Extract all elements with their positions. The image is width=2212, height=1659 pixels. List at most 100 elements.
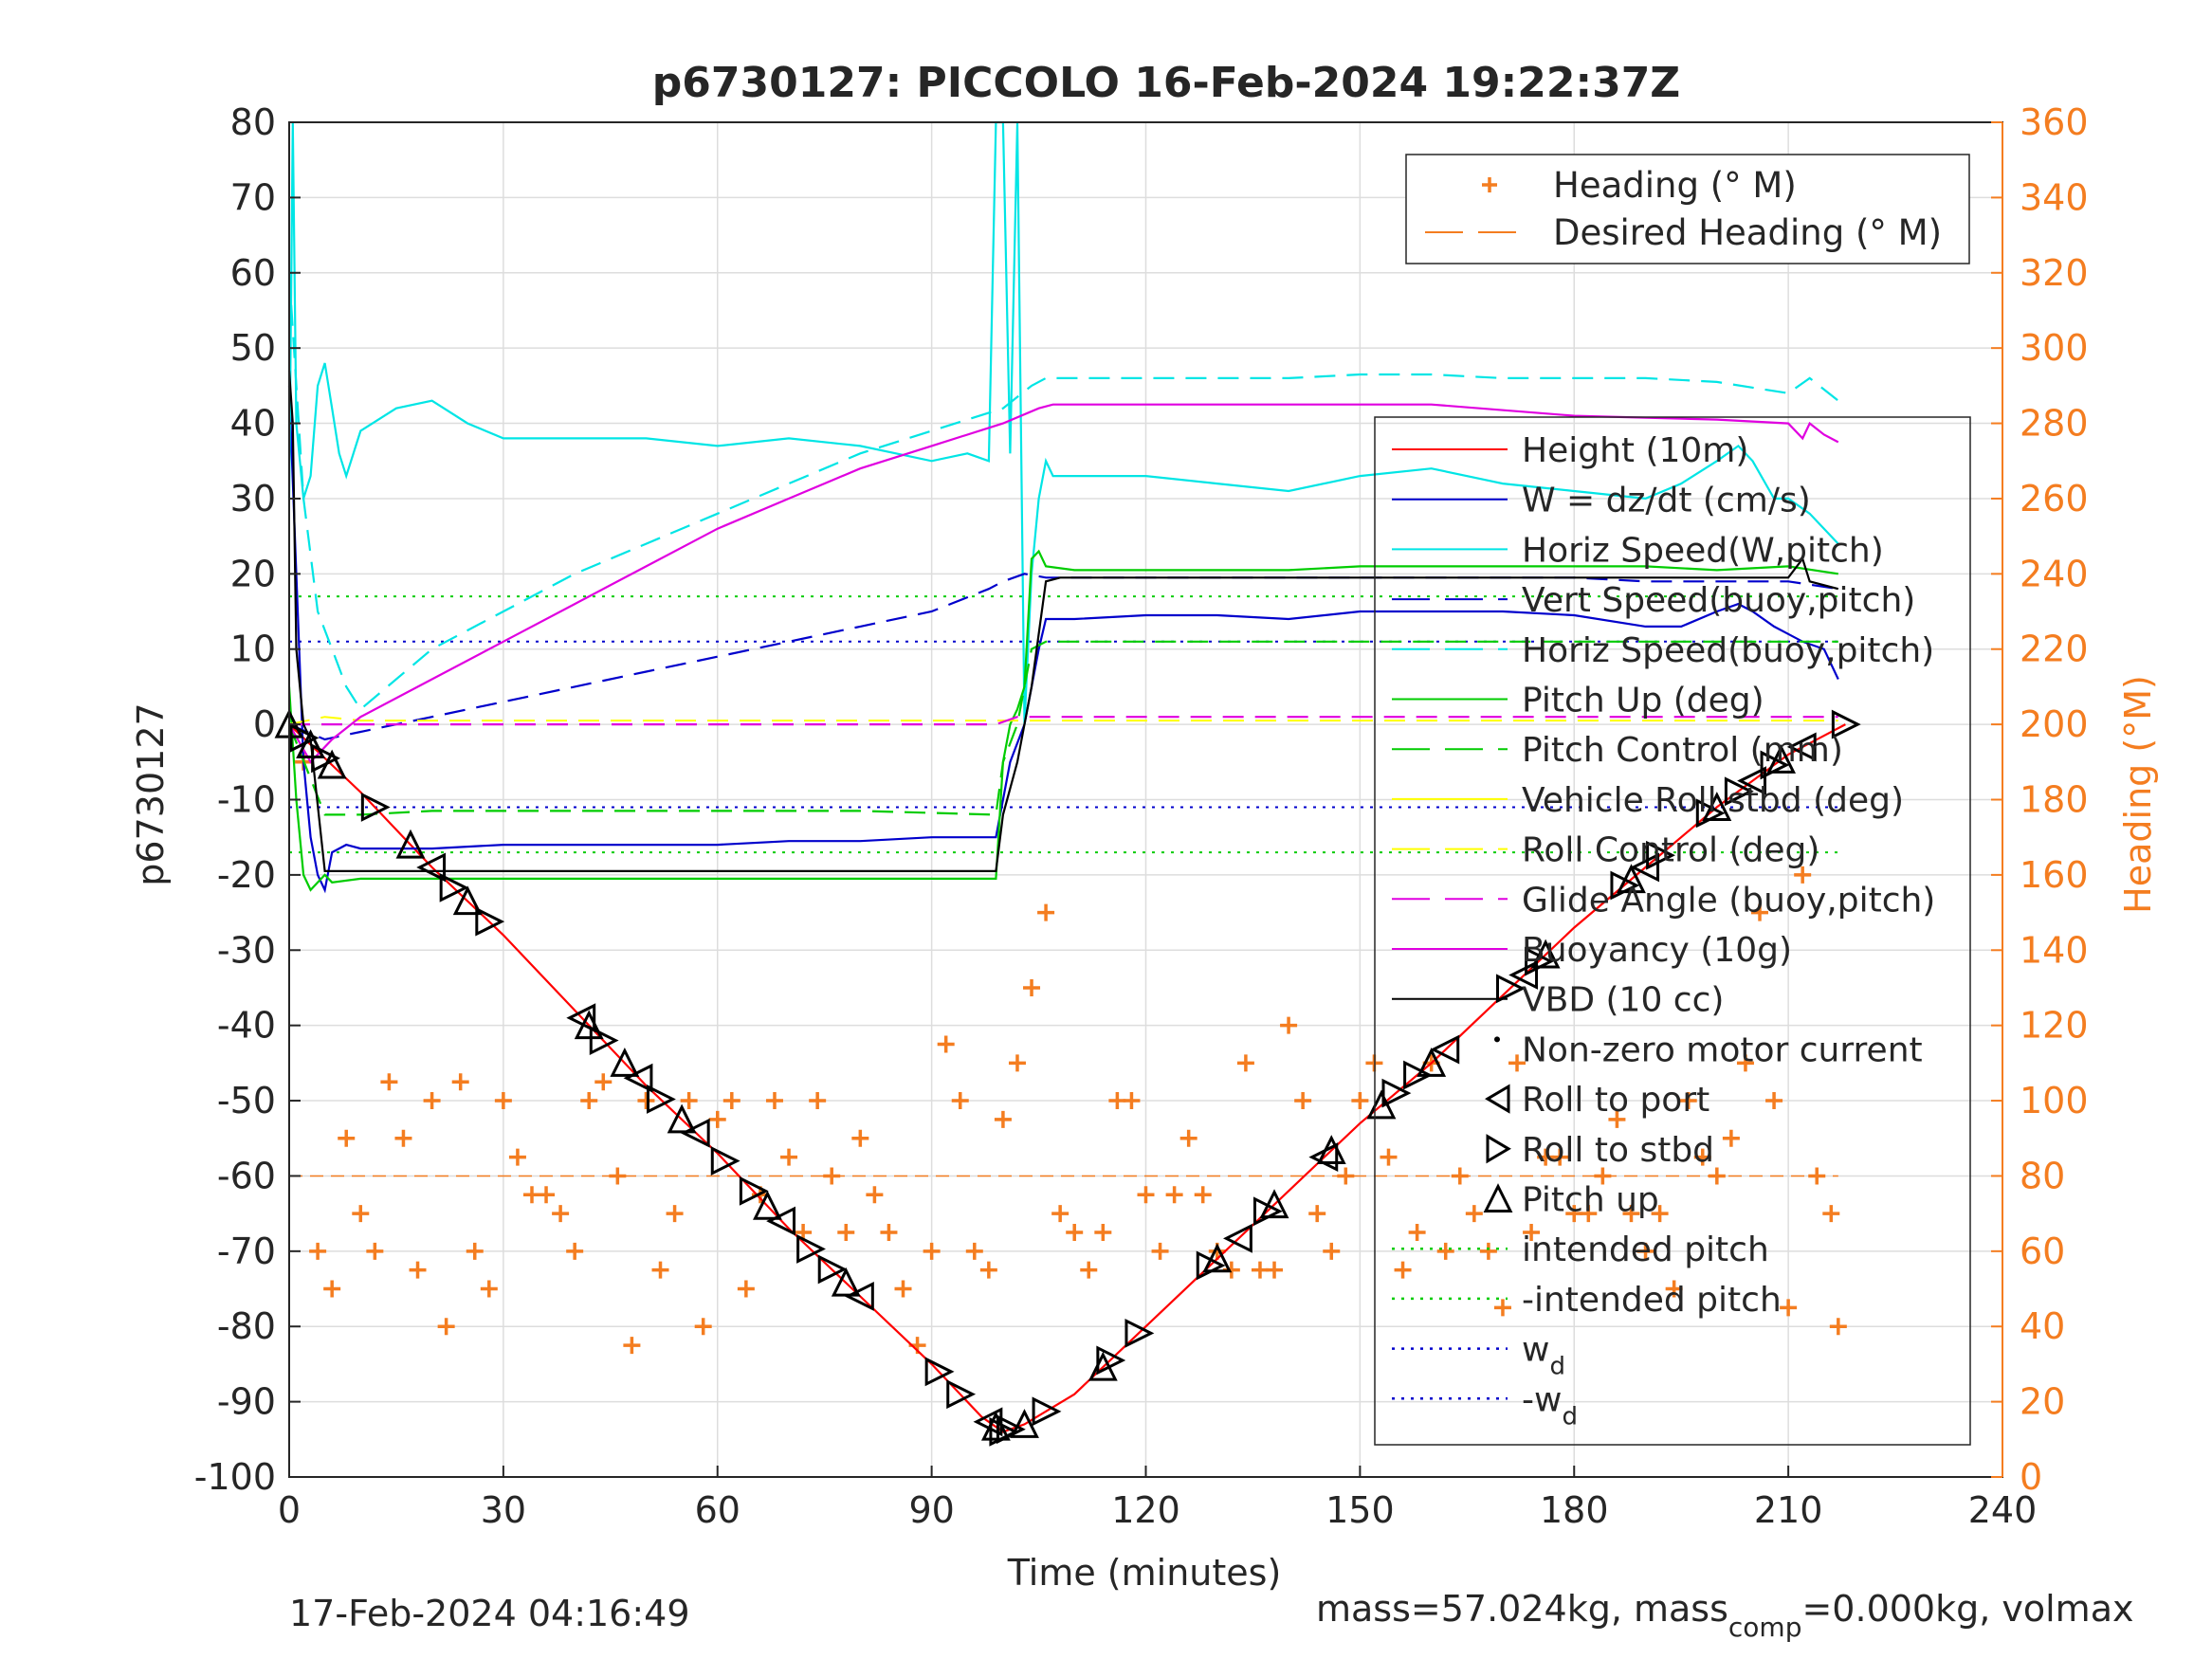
pitch-up-marker xyxy=(980,1411,1011,1441)
heading-point xyxy=(594,1073,612,1091)
heading-point xyxy=(1308,1205,1326,1223)
y-tick-label-left: 40 xyxy=(230,403,276,445)
legend-heading-label: Heading (° M) xyxy=(1553,165,1797,206)
heading-point xyxy=(623,1337,641,1355)
heading-point xyxy=(1194,1186,1212,1204)
heading-point xyxy=(1394,1261,1412,1279)
pitch-up-marker xyxy=(753,1190,782,1220)
roll-stbd-marker xyxy=(1032,1396,1062,1427)
heading-point xyxy=(1151,1242,1169,1260)
y-tick-label-right: 320 xyxy=(2020,252,2089,294)
series-lines xyxy=(287,120,1846,1433)
heading-point xyxy=(1794,866,1812,884)
heading-point xyxy=(1551,1148,1569,1166)
heading-point xyxy=(451,1073,469,1091)
y-tick-label-right: 260 xyxy=(2020,478,2089,520)
pitch-up-marker xyxy=(667,1103,697,1134)
y-tick-label-right: 40 xyxy=(2020,1305,2065,1347)
heading-point xyxy=(538,1186,556,1204)
heading-point xyxy=(1537,1148,1555,1166)
legend-main: Height (10m) W = dz/dt (cm/s) Horiz Speed(… xyxy=(1374,416,1971,1446)
heading-point xyxy=(651,1261,669,1279)
y-tick-label-right: 80 xyxy=(2020,1155,2065,1196)
roll-stbd-marker xyxy=(1724,776,1754,807)
heading-point xyxy=(937,1035,955,1053)
y-tick-label-left: -90 xyxy=(217,1381,276,1423)
y-tick-label-right: 280 xyxy=(2020,403,2089,445)
x-tick-label: 240 xyxy=(1968,1489,2038,1531)
heading-point xyxy=(1679,1092,1697,1110)
roll-stbd-marker xyxy=(1831,709,1861,739)
heading-point xyxy=(566,1242,584,1260)
heading-point xyxy=(708,1110,726,1128)
series-line xyxy=(288,716,1838,726)
heading-point xyxy=(637,1092,655,1110)
y-tick-label-right: 60 xyxy=(2020,1231,2065,1272)
heading-point xyxy=(1051,1205,1069,1223)
y-tick-label-right: 140 xyxy=(2020,929,2089,971)
legend-main-label: W = dz/dt (cm/s) xyxy=(1522,482,1811,520)
y-tick-label-right: 120 xyxy=(2020,1005,2089,1047)
footer-mass-prefix: mass=57.024kg, mass xyxy=(1316,1588,1728,1630)
series-line xyxy=(287,640,1838,816)
heading-point xyxy=(1651,1205,1669,1223)
roll-stbd-marker xyxy=(360,793,391,822)
heading-point xyxy=(894,1280,912,1298)
y-tick-label-left: 10 xyxy=(230,629,276,670)
heading-point xyxy=(1266,1261,1284,1279)
x-tick-label: 150 xyxy=(1325,1489,1395,1531)
heading-point xyxy=(323,1280,341,1298)
y-tick-label-left: 50 xyxy=(230,327,276,369)
legend-main-label: Buoyancy (10g) xyxy=(1522,931,1792,970)
y-tick-label-right: 0 xyxy=(2020,1456,2042,1498)
legend-heading: Heading (° M) Desired Heading (° M) xyxy=(1405,154,1970,264)
y-tick-label-right: 200 xyxy=(2020,703,2089,745)
roll-port-marker xyxy=(680,1118,710,1148)
x-tick-label: 180 xyxy=(1540,1489,1609,1531)
pitch-up-marker xyxy=(574,1010,604,1040)
heading-point xyxy=(1066,1223,1084,1241)
heading-point xyxy=(737,1280,755,1298)
pitch-up-marker xyxy=(452,885,483,916)
heading-point xyxy=(1323,1242,1341,1260)
x-tick-label: 120 xyxy=(1111,1489,1180,1531)
roll-stbd-marker xyxy=(439,872,469,902)
pitch-up-marker xyxy=(296,729,326,759)
heading-point xyxy=(1594,1167,1612,1185)
heading-point xyxy=(780,1148,798,1166)
heading-point xyxy=(423,1092,441,1110)
heading-point xyxy=(366,1242,384,1260)
pitch-up-marker xyxy=(1417,1048,1447,1077)
legend-main-label: Pitch up xyxy=(1522,1181,1659,1220)
pitch-up-marker xyxy=(1010,1409,1039,1438)
pitch-up-marker xyxy=(1088,1351,1118,1381)
heading-point xyxy=(837,1223,855,1241)
legend-main-label: Vehicle Roll stbd (deg) xyxy=(1522,781,1904,820)
heading-point xyxy=(1165,1186,1183,1204)
heading-point xyxy=(1465,1205,1483,1223)
heading-point xyxy=(851,1129,869,1147)
roll-port-marker xyxy=(766,1206,796,1236)
legend-heading-label: Desired Heading (° M) xyxy=(1553,212,1942,253)
heading-point xyxy=(1380,1148,1398,1166)
heading-point xyxy=(979,1261,997,1279)
footer-mass-sub: comp xyxy=(1728,1612,1802,1643)
legend-main-label: Horiz Speed(W,pitch) xyxy=(1522,531,1884,570)
y-tick-label-left: 70 xyxy=(230,176,276,218)
legend-main-swatch xyxy=(1483,1183,1513,1212)
series-line xyxy=(289,716,1838,726)
heading-point xyxy=(580,1092,598,1110)
heading-point xyxy=(1123,1092,1141,1110)
heading-point xyxy=(1179,1129,1197,1147)
heading-point xyxy=(994,1110,1012,1128)
x-axis-label: Time (minutes) xyxy=(1007,1552,1282,1594)
heading-point xyxy=(1023,978,1041,996)
pitch-up-marker xyxy=(1530,939,1561,969)
heading-point xyxy=(965,1242,983,1260)
roll-stbd-marker xyxy=(924,1357,955,1387)
legend-main-label: -intended pitch xyxy=(1522,1281,1782,1320)
chart-title: p6730127: PICCOLO 16-Feb-2024 19:22:37Z xyxy=(652,59,1680,107)
legend-main-label-sub: d xyxy=(1549,1353,1565,1381)
heading-point xyxy=(880,1223,898,1241)
roll-stbd-marker xyxy=(739,1176,769,1206)
